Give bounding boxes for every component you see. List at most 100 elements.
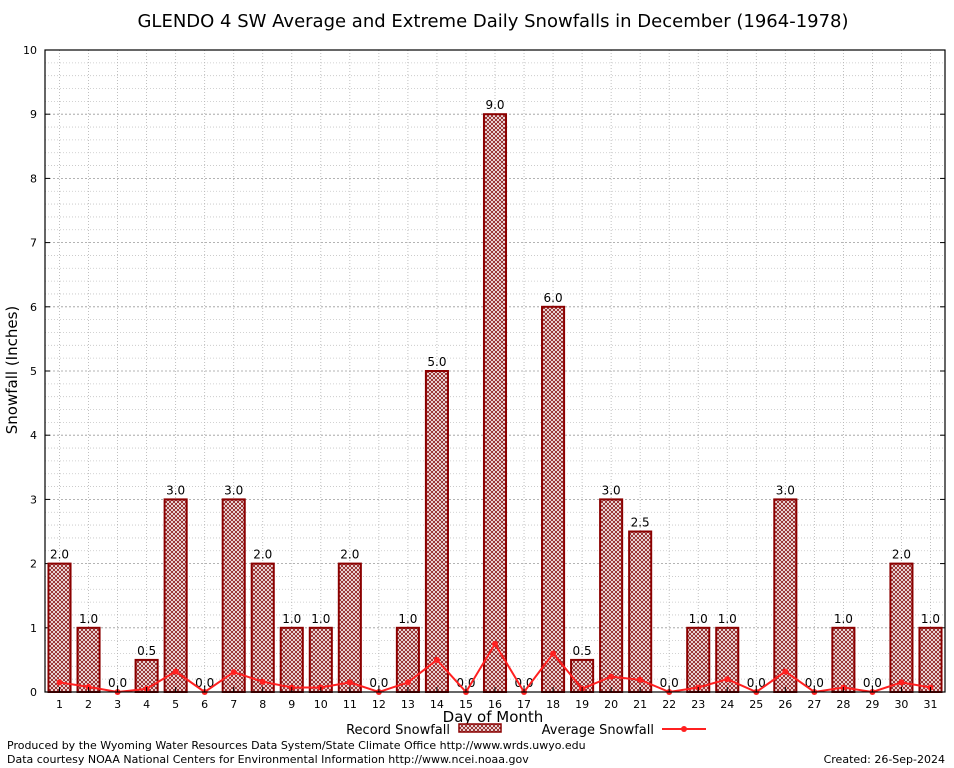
record-bar <box>482 113 508 693</box>
x-tick-label: 19 <box>575 698 589 711</box>
x-tick-label: 27 <box>807 698 821 711</box>
record-bar <box>76 626 101 693</box>
bar-value-label: 0.0 <box>747 676 766 690</box>
record-bar <box>221 498 246 693</box>
record-bar <box>599 498 624 693</box>
bar-value-label: 1.0 <box>718 612 737 626</box>
average-point <box>56 679 63 686</box>
y-tick-label: 8 <box>30 172 37 185</box>
plot-frame <box>44 49 946 693</box>
bar-value-label: 5.0 <box>427 355 446 369</box>
bar-value-label: 3.0 <box>166 483 185 497</box>
average-point <box>782 668 789 675</box>
record-bar <box>279 626 304 693</box>
legend: Record Snowfall Average Snowfall <box>346 723 706 738</box>
x-tick-label: 16 <box>488 698 502 711</box>
average-point <box>259 678 266 685</box>
x-tick-label: 7 <box>230 698 237 711</box>
x-tick-label: 28 <box>836 698 850 711</box>
bar-value-label: 2.0 <box>892 548 911 562</box>
bar-value-label: 9.0 <box>485 98 504 112</box>
x-tick-label: 3 <box>114 698 121 711</box>
x-tick-label: 24 <box>720 698 734 711</box>
bar-value-label: 0.5 <box>573 644 592 658</box>
bar-value-label: 3.0 <box>602 483 621 497</box>
bar-value-label: 2.0 <box>50 548 69 562</box>
record-bar <box>47 562 72 693</box>
footer-data-courtesy: Data courtesy NOAA National Centers for … <box>7 753 529 766</box>
bar-value-label: 1.0 <box>689 612 708 626</box>
bar-value-label: 3.0 <box>224 483 243 497</box>
x-tick-label: 11 <box>343 698 357 711</box>
bar-value-label: 1.0 <box>79 612 98 626</box>
x-tick-label: 20 <box>604 698 618 711</box>
bar-value-label: 2.0 <box>253 548 272 562</box>
legend-average-label: Average Snowfall <box>542 723 654 738</box>
bar-value-label: 1.0 <box>282 612 301 626</box>
record-bar <box>308 626 333 693</box>
x-tick-label: 12 <box>372 698 386 711</box>
x-tick-label: 23 <box>691 698 705 711</box>
bar-value-label: 1.0 <box>311 612 330 626</box>
record-bar <box>541 305 566 693</box>
average-point <box>172 668 179 675</box>
bar-value-label: 0.0 <box>195 676 214 690</box>
x-tick-label: 30 <box>894 698 908 711</box>
bar-value-label: 0.5 <box>137 644 156 658</box>
footer-created: Created: 26-Sep-2024 <box>823 753 945 766</box>
x-tick-label: 17 <box>517 698 531 711</box>
x-axis-label: Day of Month <box>443 708 544 726</box>
x-tick-label: 26 <box>778 698 792 711</box>
bar-value-label: 0.0 <box>108 676 127 690</box>
average-point <box>550 650 557 657</box>
x-tick-label: 18 <box>546 698 560 711</box>
x-tick-label: 8 <box>259 698 266 711</box>
x-tick-label: 5 <box>172 698 179 711</box>
average-point <box>637 676 644 683</box>
x-tick-label: 2 <box>85 698 92 711</box>
bar-value-label: 0.0 <box>805 676 824 690</box>
record-bar <box>163 498 188 693</box>
record-bar <box>889 562 914 693</box>
x-tick-label: 31 <box>923 698 937 711</box>
average-point <box>230 669 237 676</box>
y-axis-label: Snowfall (Inches) <box>3 306 21 434</box>
record-bar <box>337 562 362 693</box>
footer-produced-by: Produced by the Wyoming Water Resources … <box>7 739 586 752</box>
average-point <box>608 673 615 680</box>
x-tick-label: 1 <box>56 698 63 711</box>
y-tick-label: 9 <box>30 108 37 121</box>
x-tick-label: 25 <box>749 698 763 711</box>
record-bar <box>628 530 653 693</box>
x-tick-label: 10 <box>314 698 328 711</box>
y-tick-label: 5 <box>30 365 37 378</box>
y-tick-label: 4 <box>30 429 37 442</box>
average-point <box>85 683 92 690</box>
average-point <box>404 679 411 686</box>
average-point <box>492 640 498 647</box>
x-tick-label: 14 <box>430 698 444 711</box>
bar-value-label: 6.0 <box>544 291 563 305</box>
x-tick-label: 15 <box>459 698 473 711</box>
x-tick-label: 4 <box>143 698 150 711</box>
bar-value-label: 1.0 <box>921 612 940 626</box>
y-tick-label: 10 <box>23 44 37 57</box>
record-bar <box>250 562 275 693</box>
average-point <box>346 679 353 686</box>
x-tick-label: 29 <box>865 698 879 711</box>
y-tick-label: 7 <box>30 237 37 250</box>
record-bar <box>424 370 449 693</box>
y-tick-label: 6 <box>30 301 37 314</box>
x-tick-label: 13 <box>401 698 415 711</box>
bar-value-label: 1.0 <box>398 612 417 626</box>
y-tick-label: 0 <box>30 686 37 699</box>
chart-title: GLENDO 4 SW Average and Extreme Daily Sn… <box>137 11 848 32</box>
x-tick-label: 22 <box>662 698 676 711</box>
bar-value-label: 2.5 <box>631 516 650 530</box>
record-bar <box>918 626 943 693</box>
x-tick-label: 21 <box>633 698 647 711</box>
y-tick-label: 3 <box>30 493 37 506</box>
bar-value-label: 0.0 <box>369 676 388 690</box>
